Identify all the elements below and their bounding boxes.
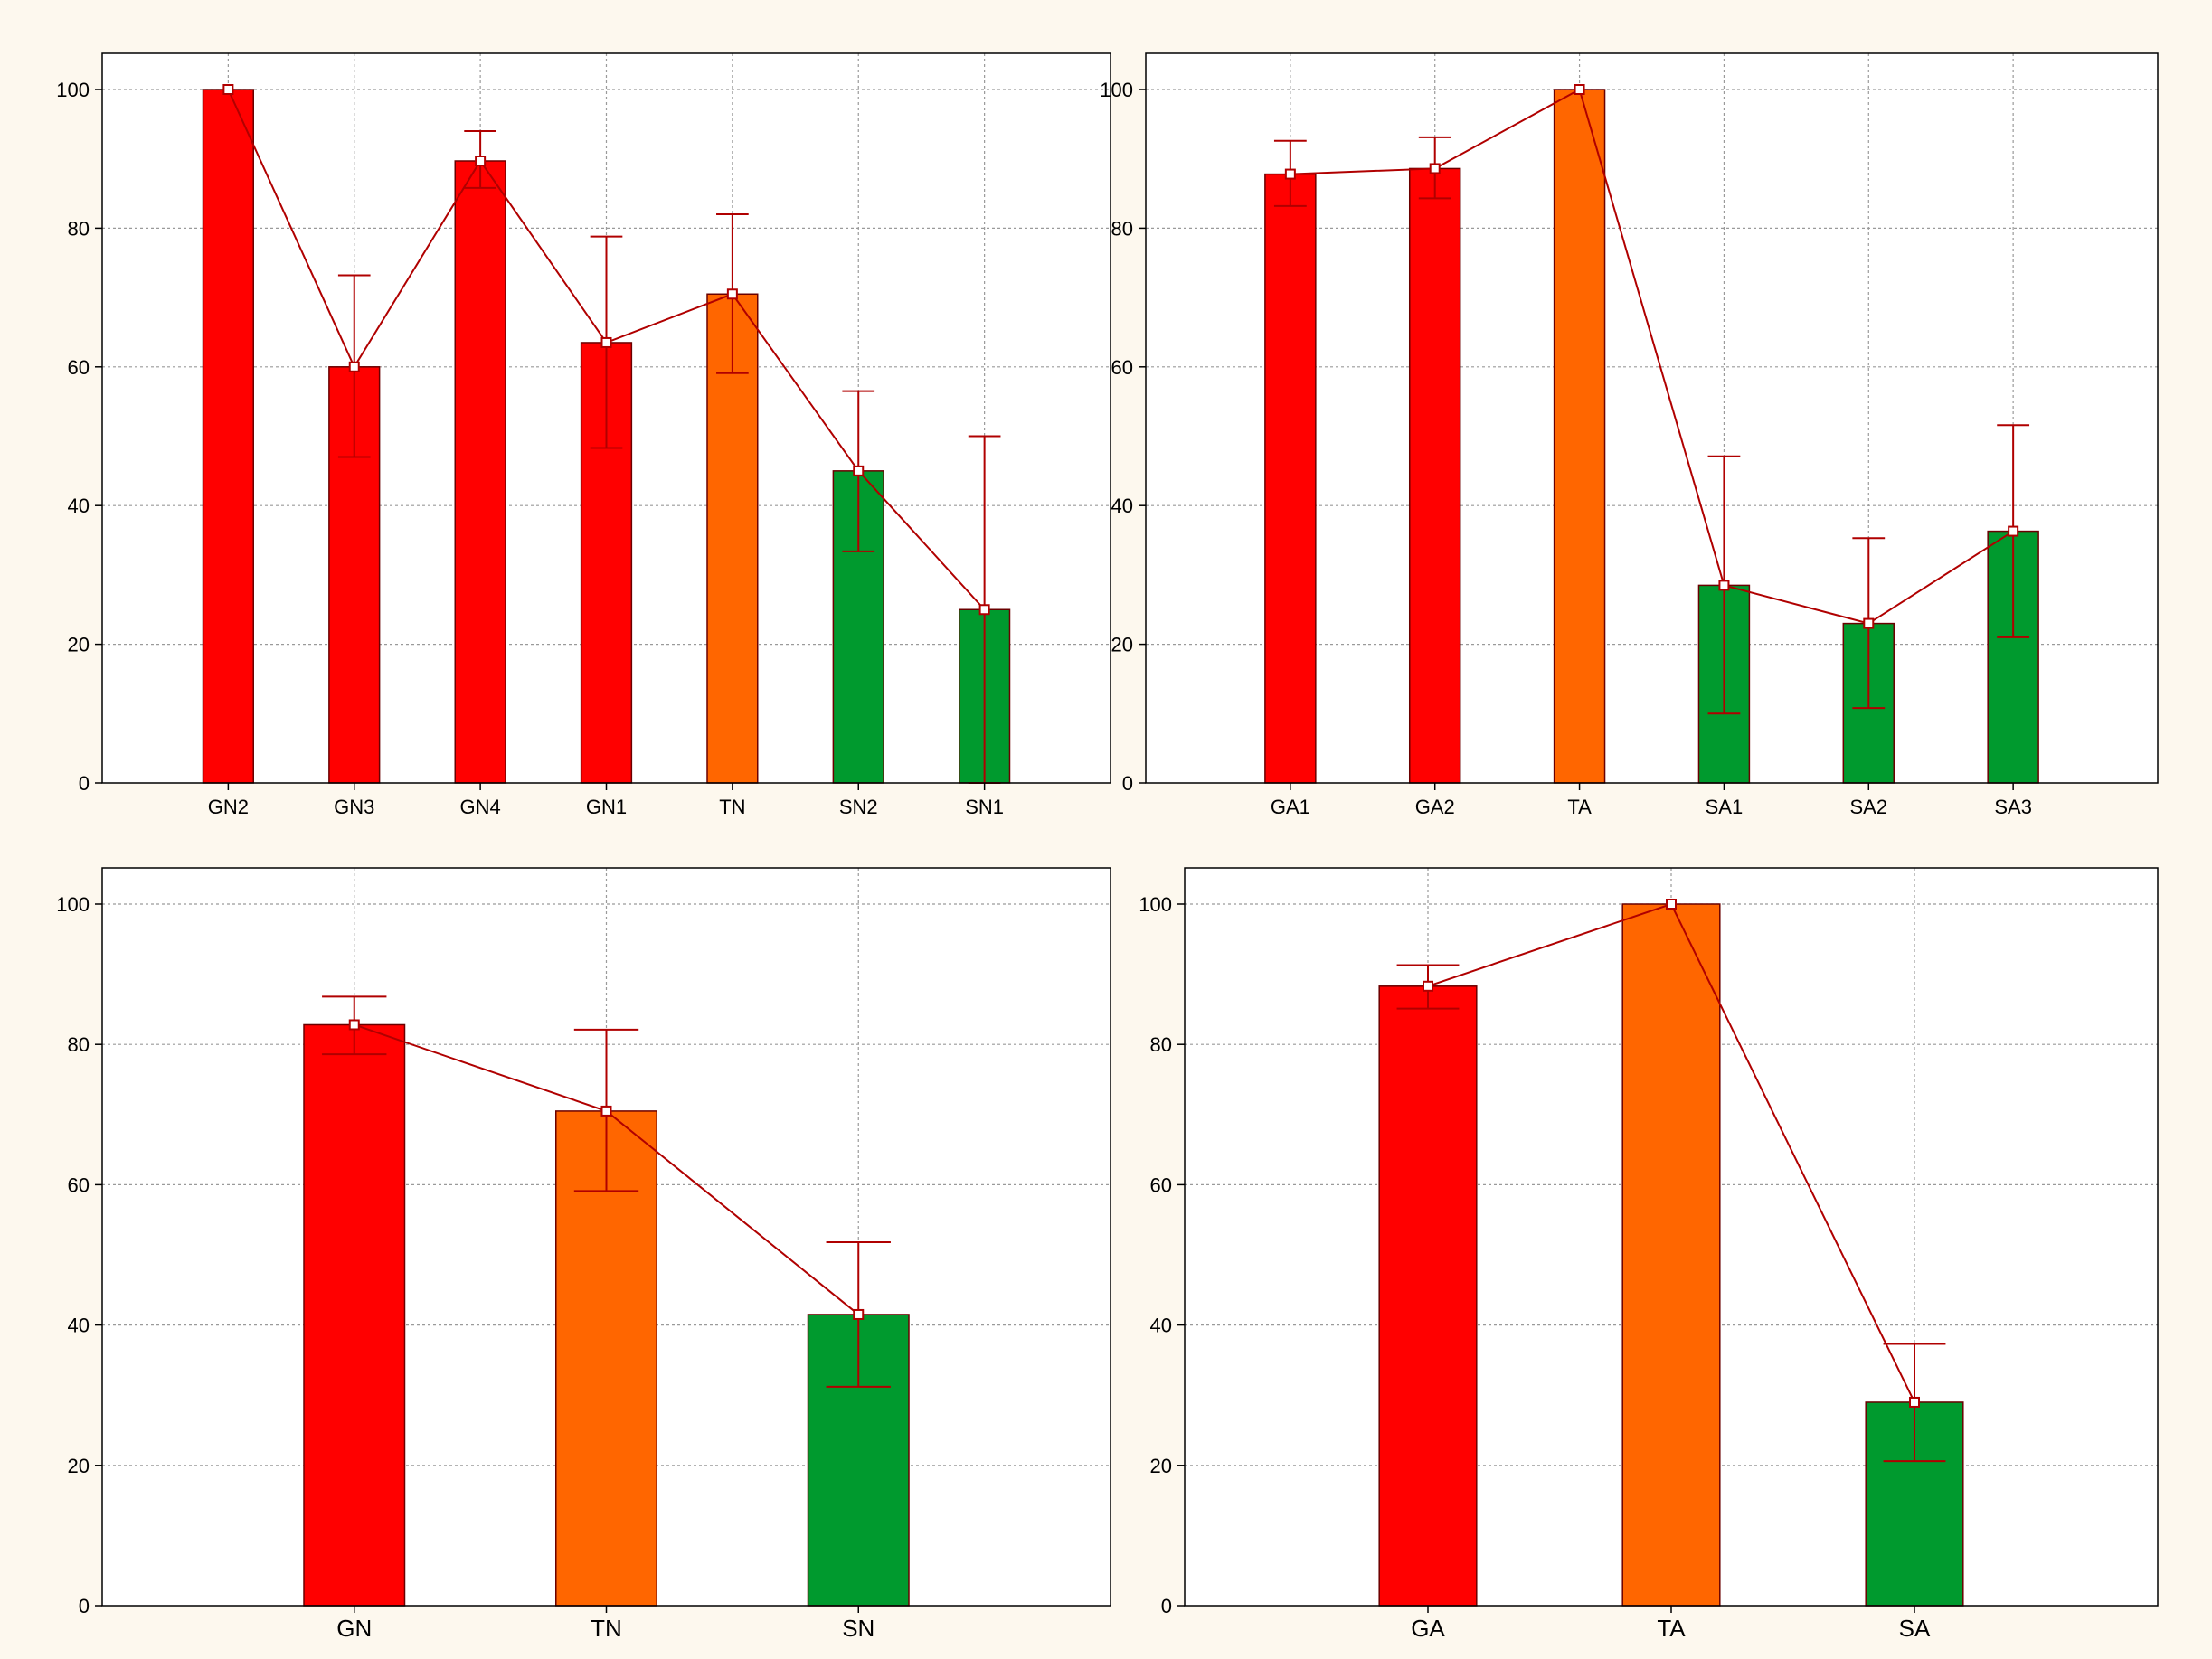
x-tick-label: TN xyxy=(591,1615,622,1642)
mean-point-sn2 xyxy=(853,465,865,476)
y-tick-label: 0 xyxy=(1161,1595,1172,1617)
bar-tn xyxy=(555,1110,657,1607)
x-tick-label: SN1 xyxy=(965,796,1004,818)
mean-point-gn2 xyxy=(222,84,234,95)
mean-point-ga2 xyxy=(1429,163,1441,174)
y-tick-label: 100 xyxy=(1100,79,1133,101)
x-tick-label: SA3 xyxy=(1994,796,2032,818)
bar-ta xyxy=(1621,903,1721,1607)
chart-panel-2: 0 20 40 60 80 100 GA1 GA2 TA SA1 SA2 SA3 xyxy=(1100,52,2159,818)
mean-point-ta xyxy=(1666,899,1677,910)
mean-point-ta xyxy=(1574,84,1585,95)
x-tick-label: TA xyxy=(1567,796,1592,818)
mean-line xyxy=(1290,88,2014,625)
mean-point-ga1 xyxy=(1284,168,1296,180)
x-tick-label: SN xyxy=(842,1615,874,1642)
x-tick-label: SA1 xyxy=(1706,796,1744,818)
chart-panel-3: 0 20 40 60 80 100 GN TN SN xyxy=(56,867,1111,1642)
y-tick-label: 0 xyxy=(79,772,90,795)
mean-point-gn xyxy=(348,1019,360,1031)
x-tick-label: TA xyxy=(1657,1615,1686,1642)
mean-point-tn xyxy=(726,288,738,300)
y-tick-label: 80 xyxy=(68,217,90,240)
chart-panel-4: 0 20 40 60 80 100 GA TA SA xyxy=(1139,867,2159,1642)
y-tick-label: 80 xyxy=(1111,217,1133,240)
mean-point-gn4 xyxy=(475,156,487,167)
mean-point-gn1 xyxy=(600,336,612,348)
y-tick-label: 40 xyxy=(1150,1315,1172,1337)
x-tick-label: GA1 xyxy=(1271,796,1310,818)
mean-point-sn1 xyxy=(978,604,990,616)
y-tick-label: 20 xyxy=(68,1455,90,1477)
x-tick-label: SN2 xyxy=(839,796,878,818)
mean-point-sa2 xyxy=(1863,617,1875,629)
x-tick-label: GN2 xyxy=(208,796,249,818)
mean-point-sa1 xyxy=(1718,580,1730,591)
x-tick-label: GN xyxy=(336,1615,372,1642)
plot-frame xyxy=(1145,52,2159,784)
y-tick-label: 60 xyxy=(68,1174,90,1196)
y-tick-label: 60 xyxy=(68,356,90,379)
bar-ga1 xyxy=(1264,173,1317,784)
y-tick-label: 20 xyxy=(1111,634,1133,656)
y-tick-label: 80 xyxy=(68,1033,90,1056)
y-tick-label: 100 xyxy=(1139,893,1172,916)
y-tick-label: 80 xyxy=(1150,1033,1172,1056)
y-tick-label: 40 xyxy=(1111,495,1133,517)
x-tick-label: SA2 xyxy=(1849,796,1887,818)
mean-point-tn xyxy=(600,1105,612,1117)
bar-gn2 xyxy=(202,89,254,784)
x-tick-label: TN xyxy=(719,796,745,818)
bar-gn4 xyxy=(454,160,506,784)
x-tick-label: SA xyxy=(1899,1615,1931,1642)
bar-gn xyxy=(303,1023,406,1607)
y-tick-label: 60 xyxy=(1150,1174,1172,1196)
y-tick-label: 0 xyxy=(1122,772,1133,795)
mean-point-sn xyxy=(853,1308,865,1320)
x-tick-label: GA2 xyxy=(1415,796,1455,818)
mean-point-sa xyxy=(1909,1396,1920,1408)
x-tick-label: GN1 xyxy=(586,796,627,818)
bar-ta xyxy=(1553,89,1606,784)
bar-ga2 xyxy=(1408,167,1461,784)
x-tick-label: GN4 xyxy=(460,796,501,818)
y-tick-label: 100 xyxy=(56,79,90,101)
mean-point-ga xyxy=(1423,980,1433,992)
chart-panel-1: 0 20 40 60 80 100 GN2 GN3 GN4 GN1 TN SN2 SN1 xyxy=(56,52,1111,818)
mean-point-sa3 xyxy=(2008,525,2019,537)
y-tick-label: 60 xyxy=(1111,356,1133,379)
x-tick-label: GN3 xyxy=(334,796,374,818)
y-tick-label: 20 xyxy=(1150,1455,1172,1477)
y-tick-label: 20 xyxy=(68,634,90,656)
y-tick-label: 40 xyxy=(68,1315,90,1337)
bar-ga xyxy=(1378,985,1478,1607)
mean-point-gn3 xyxy=(348,361,360,372)
y-tick-label: 100 xyxy=(56,893,90,916)
y-tick-label: 40 xyxy=(68,495,90,517)
x-tick-label: GA xyxy=(1411,1615,1445,1642)
y-tick-label: 0 xyxy=(79,1595,90,1617)
